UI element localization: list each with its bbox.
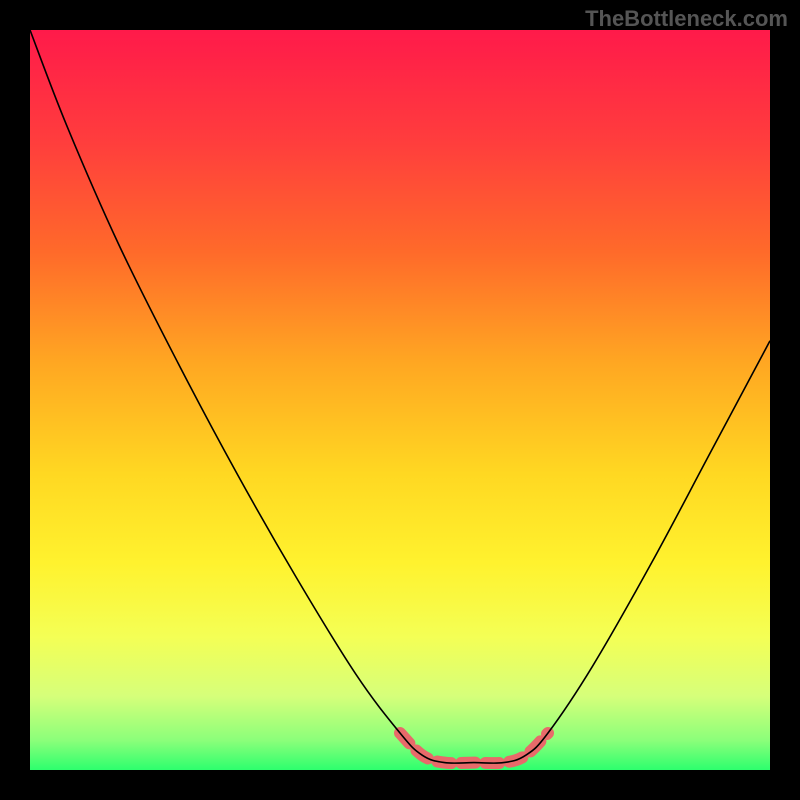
plot-area — [30, 30, 770, 770]
highlight-band — [400, 733, 548, 763]
watermark-text: TheBottleneck.com — [585, 6, 788, 32]
curve-layer — [30, 30, 770, 770]
bottleneck-curve — [30, 30, 770, 763]
